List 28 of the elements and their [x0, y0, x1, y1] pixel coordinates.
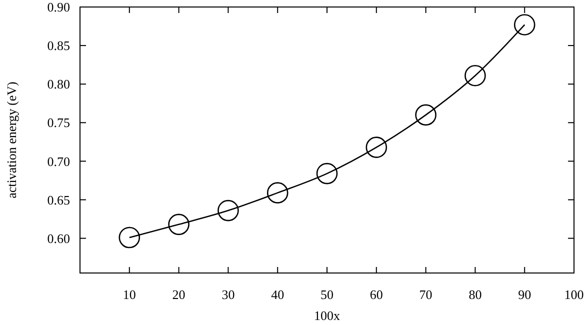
y-tick-label: 0.75: [47, 115, 70, 130]
point: [218, 200, 239, 222]
point: [118, 226, 140, 248]
y-tick-label: 0.70: [47, 154, 70, 169]
x-tick-label: 40: [271, 287, 284, 302]
point: [266, 182, 288, 204]
x-tick-label: 20: [172, 287, 186, 302]
point: [514, 14, 536, 36]
x-axis-title: 100x: [314, 308, 340, 323]
point: [316, 162, 338, 184]
y-tick-label: 0.60: [47, 230, 70, 246]
x-tick-label: 80: [468, 287, 482, 302]
point: [366, 136, 388, 158]
x-tick-label: 50: [320, 287, 334, 302]
y-tick-label: 0.85: [47, 38, 70, 54]
point: [464, 64, 486, 86]
x-tick-label: 10: [122, 287, 136, 302]
point: [168, 214, 190, 236]
x-tick-label: 70: [419, 287, 432, 302]
y-tick-label: 0.80: [47, 76, 70, 92]
y-tick-label: 0.90: [47, 0, 70, 15]
x-tick-label: 30: [222, 287, 235, 302]
y-axis-title: activation energy (eV): [4, 82, 19, 198]
x-tick-label: 60: [370, 287, 383, 302]
x-tick-label: 100: [564, 287, 584, 302]
y-tick-label: 0.65: [47, 192, 70, 208]
x-tick-label: 90: [518, 287, 532, 302]
point: [415, 104, 436, 126]
